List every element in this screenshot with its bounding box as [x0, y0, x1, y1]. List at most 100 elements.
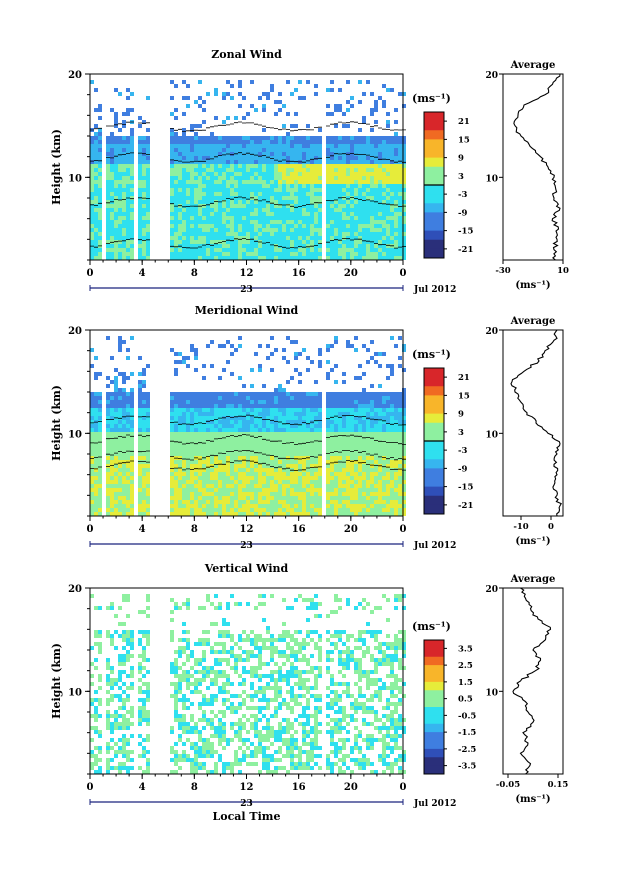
heatmap-cell — [350, 140, 354, 144]
heatmap-cell — [310, 464, 314, 468]
heatmap-cell — [198, 460, 202, 464]
heatmap-cell — [186, 424, 190, 428]
heatmap-cell — [338, 192, 342, 196]
heatmap-cell — [130, 144, 134, 148]
heatmap-cell — [310, 424, 314, 428]
heatmap-cell — [318, 460, 322, 464]
heatmap-cell — [218, 448, 222, 452]
heatmap-cell — [126, 444, 130, 448]
heatmap-cell — [346, 240, 350, 244]
heatmap-cell — [142, 204, 146, 208]
heatmap-cell — [238, 396, 242, 400]
heatmap-cell — [310, 196, 314, 200]
heatmap-cell — [142, 176, 146, 180]
heatmap-cell — [402, 196, 406, 200]
heatmap-cell — [306, 488, 310, 492]
heatmap-cell — [174, 492, 178, 496]
heatmap-cell — [378, 396, 382, 400]
heatmap-cell — [386, 136, 390, 140]
heatmap-cell — [266, 452, 270, 456]
heatmap-cell — [190, 460, 194, 464]
heatmap-cell — [390, 448, 394, 452]
heatmap-cell — [126, 376, 130, 380]
heatmap-cell — [286, 512, 290, 516]
heatmap-cell — [354, 200, 358, 204]
heatmap-cell — [362, 500, 366, 504]
heatmap-cell — [290, 340, 294, 344]
heatmap-cell — [258, 232, 262, 236]
heatmap-cell — [238, 180, 242, 184]
heatmap-cell — [130, 496, 134, 500]
heatmap-cell — [122, 152, 126, 156]
heatmap-cell — [246, 468, 250, 472]
colorbar-swatch — [424, 157, 444, 168]
heatmap-cell — [390, 232, 394, 236]
heatmap-cell — [298, 180, 302, 184]
heatmap-cell — [94, 408, 98, 412]
heatmap-cell — [334, 500, 338, 504]
heatmap-cell — [314, 188, 318, 192]
heatmap-cell — [194, 152, 198, 156]
heatmap-cell — [186, 224, 190, 228]
heatmap-cell — [366, 248, 370, 252]
heatmap-cell — [342, 144, 346, 148]
heatmap-cell — [366, 480, 370, 484]
heatmap-cell — [242, 488, 246, 492]
heatmap-cell — [182, 464, 186, 468]
heatmap-cell — [250, 440, 254, 444]
heatmap-cell — [186, 212, 190, 216]
heatmap-cell — [346, 188, 350, 192]
heatmap-cell — [390, 240, 394, 244]
heatmap-cell — [142, 200, 146, 204]
heatmap-cell — [370, 252, 374, 256]
heatmap-cell — [382, 424, 386, 428]
heatmap-cell — [298, 96, 302, 100]
heatmap-cell — [118, 156, 122, 160]
heatmap-cell — [278, 208, 282, 212]
heatmap-cell — [294, 220, 298, 224]
heatmap-cell — [230, 488, 234, 492]
heatmap-cell — [130, 136, 134, 140]
heatmap-cell — [334, 484, 338, 488]
heatmap-cell — [274, 188, 278, 192]
heatmap-cell — [210, 188, 214, 192]
heatmap-cell — [210, 428, 214, 432]
heatmap-cell — [130, 128, 134, 132]
heatmap-cell — [282, 396, 286, 400]
heatmap-cell — [330, 368, 334, 372]
heatmap-cell — [218, 228, 222, 232]
heatmap-cell — [314, 476, 318, 480]
heatmap-cell — [302, 456, 306, 460]
heatmap-cell — [174, 176, 178, 180]
heatmap-cell — [334, 136, 338, 140]
heatmap-cell — [238, 212, 242, 216]
heatmap-cell — [342, 396, 346, 400]
heatmap-cell — [346, 80, 350, 84]
heatmap-cell — [226, 428, 230, 432]
heatmap-cell — [386, 416, 390, 420]
heatmap-cell — [326, 512, 330, 516]
heatmap-cell — [306, 224, 310, 228]
heatmap-cell — [294, 176, 298, 180]
heatmap-cell — [370, 476, 374, 480]
heatmap-cell — [238, 424, 242, 428]
heatmap-cell — [110, 192, 114, 196]
heatmap-cell — [122, 232, 126, 236]
heatmap-cell — [174, 404, 178, 408]
heatmap-cell — [122, 136, 126, 140]
average-y-tick-label: 10 — [485, 174, 498, 184]
heatmap-cell — [234, 452, 238, 456]
heatmap-cell — [302, 164, 306, 168]
heatmap-cell — [390, 420, 394, 424]
heatmap-cell — [194, 440, 198, 444]
heatmap-cell — [370, 504, 374, 508]
heatmap-cell — [138, 400, 142, 404]
heatmap-cell — [386, 88, 390, 92]
heatmap-cell — [274, 492, 278, 496]
heatmap-cell — [274, 228, 278, 232]
heatmap-cell — [234, 212, 238, 216]
heatmap-cell — [318, 236, 322, 240]
heatmap-cell — [118, 424, 122, 428]
heatmap-cell — [126, 168, 130, 172]
heatmap-cell — [318, 240, 322, 244]
